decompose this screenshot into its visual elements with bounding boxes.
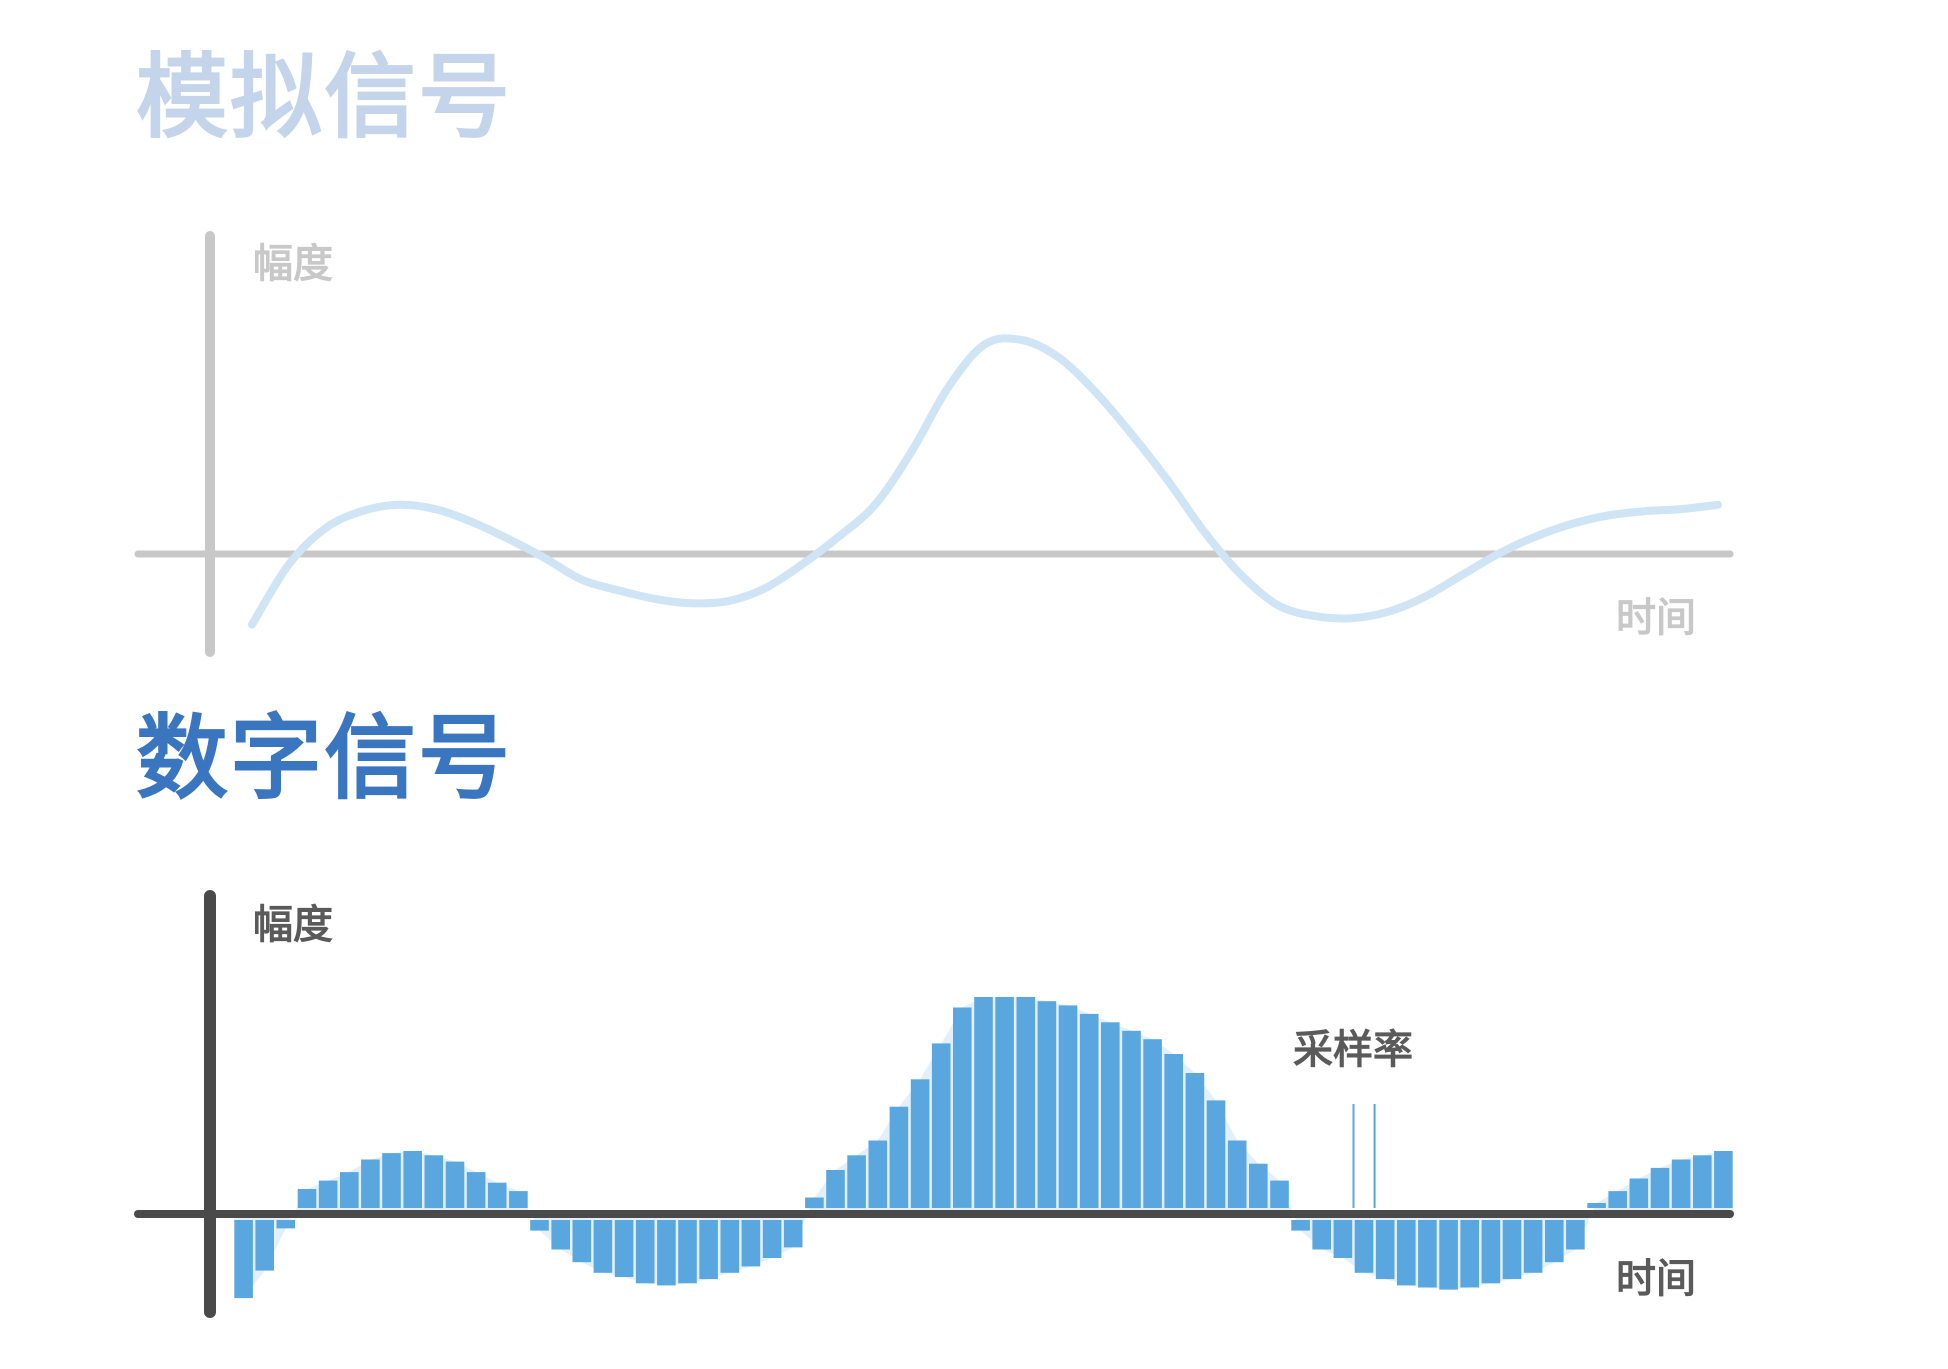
sample-bar	[974, 997, 993, 1208]
sample-bar	[403, 1151, 422, 1208]
analog-y-axis-label: 幅度	[253, 241, 333, 287]
sample-bar	[1312, 1220, 1331, 1250]
sample-bar	[593, 1220, 613, 1273]
sample-bar	[340, 1172, 359, 1208]
sample-bar	[276, 1220, 296, 1229]
sample-bar	[1693, 1155, 1712, 1209]
sample-bar	[889, 1106, 909, 1208]
sample-bar	[931, 1043, 951, 1208]
analog-chart	[134, 231, 1734, 657]
sample-bar	[614, 1220, 634, 1277]
sample-bar	[1608, 1191, 1627, 1208]
sample-bar	[234, 1220, 253, 1299]
sample-bar	[424, 1155, 444, 1209]
sample-bar	[1037, 1001, 1057, 1208]
sample-bar	[720, 1220, 740, 1273]
sample-bar	[635, 1220, 655, 1284]
sample-bar	[1227, 1140, 1247, 1208]
sample-bar	[382, 1153, 401, 1208]
sample-bar	[847, 1155, 866, 1209]
sample-bar	[487, 1182, 507, 1208]
sample-bar	[1122, 1030, 1141, 1208]
sample-bar	[1481, 1220, 1501, 1284]
sample-bar	[1587, 1203, 1606, 1208]
sample-bar	[1164, 1054, 1183, 1208]
analog-signal-title: 模拟信号	[136, 44, 513, 151]
sample-rate-marker	[1352, 1104, 1376, 1208]
sample-bar	[361, 1159, 380, 1208]
sample-bar	[995, 997, 1014, 1208]
analog-wave-curve	[248, 334, 1722, 629]
sample-bar	[1101, 1022, 1120, 1208]
sample-bar	[699, 1220, 718, 1280]
sample-bar	[1185, 1073, 1205, 1208]
sample-bar	[657, 1220, 676, 1286]
sample-bar	[953, 1007, 972, 1208]
sample-bar	[1523, 1220, 1543, 1273]
sample-bar	[1079, 1013, 1099, 1208]
sample-bar	[297, 1189, 317, 1208]
sample-bar	[868, 1140, 888, 1208]
sample-bar	[783, 1220, 803, 1248]
sample-bar	[1249, 1163, 1268, 1208]
digital-y-axis-label: 幅度	[253, 902, 333, 948]
sample-bar	[572, 1220, 592, 1263]
sample-bar	[1397, 1220, 1416, 1286]
sample-bar	[1291, 1220, 1310, 1231]
sample-bar	[318, 1180, 338, 1208]
sample-bar	[1206, 1100, 1226, 1208]
analog-x-axis-label: 时间	[1616, 595, 1696, 641]
sample-bar	[1143, 1039, 1162, 1208]
sample-bar	[530, 1220, 549, 1231]
sample-bar	[255, 1220, 274, 1271]
sample-bar	[1058, 1005, 1078, 1208]
sample-bar	[1375, 1220, 1395, 1280]
sample-bar	[1418, 1220, 1437, 1288]
sample-bar	[551, 1220, 570, 1250]
sample-bar	[1460, 1220, 1479, 1288]
sample-bar	[1439, 1220, 1458, 1290]
sample-bar	[1333, 1220, 1353, 1258]
sample-rate-label: 采样率	[1293, 1027, 1413, 1073]
sample-bar	[826, 1170, 845, 1208]
sample-bar	[910, 1079, 930, 1208]
digital-sample-bars	[234, 997, 1733, 1299]
sample-bar	[466, 1172, 486, 1208]
sample-bar	[1502, 1220, 1522, 1280]
sample-bar	[762, 1220, 782, 1258]
sample-bar	[509, 1191, 528, 1208]
sample-bar	[1016, 997, 1036, 1208]
sample-bar	[1545, 1220, 1564, 1263]
sample-bar	[1354, 1220, 1374, 1273]
sample-bar	[741, 1220, 761, 1267]
digital-signal-title: 数字信号	[136, 705, 513, 812]
sample-bar	[805, 1197, 824, 1209]
digital-chart	[134, 890, 1734, 1318]
sample-bar	[445, 1161, 465, 1208]
sample-bar	[1270, 1180, 1289, 1208]
sample-bar	[1714, 1151, 1733, 1208]
sample-bar	[1671, 1159, 1691, 1208]
sample-bar	[678, 1220, 697, 1284]
sample-bar	[1566, 1220, 1585, 1250]
digital-x-axis-label: 时间	[1616, 1256, 1696, 1302]
sample-bar	[1650, 1167, 1670, 1208]
sample-bar	[1629, 1178, 1649, 1208]
